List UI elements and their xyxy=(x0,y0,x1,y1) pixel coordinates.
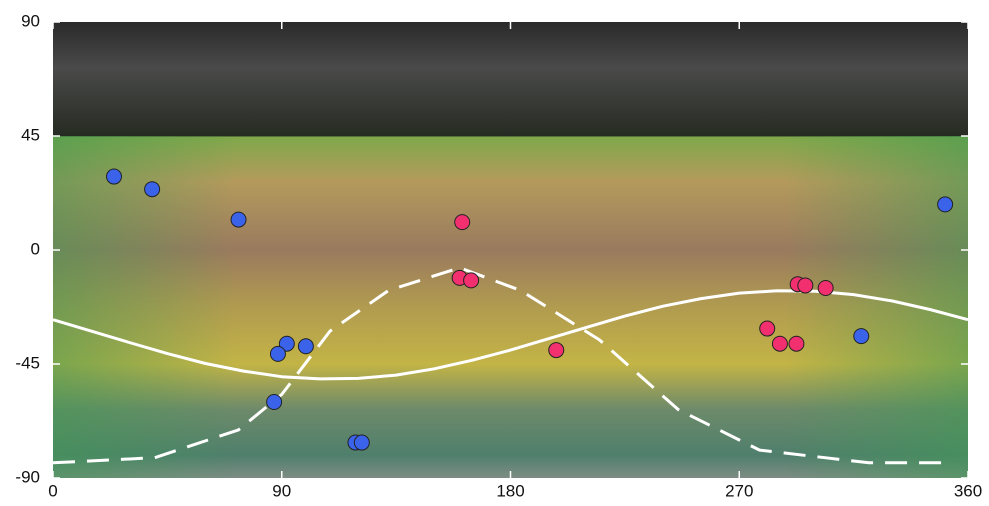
point xyxy=(231,212,246,227)
point xyxy=(854,329,869,344)
point xyxy=(760,321,775,336)
y-tick-label: -45 xyxy=(15,353,40,372)
map-shading xyxy=(53,136,968,478)
x-tick-label: 360 xyxy=(954,481,982,500)
point xyxy=(270,346,285,361)
point xyxy=(789,336,804,351)
x-tick-label: 90 xyxy=(272,481,291,500)
point xyxy=(938,197,953,212)
point xyxy=(354,435,369,450)
point xyxy=(464,273,479,288)
point xyxy=(267,395,282,410)
point xyxy=(298,339,313,354)
y-tick-label: 45 xyxy=(21,125,40,144)
point xyxy=(107,169,122,184)
chart: 0 90 180 270 360 90 45 0 -45 -90 xyxy=(0,0,989,501)
x-tick-label: 180 xyxy=(496,481,524,500)
point xyxy=(772,336,787,351)
x-tick-label: 270 xyxy=(725,481,753,500)
page: {"chart_data": { "type": "scatter", "xli… xyxy=(0,0,989,501)
y-tick-label: 90 xyxy=(21,11,40,30)
point xyxy=(455,215,470,230)
y-tick-label: -90 xyxy=(15,467,40,486)
y-tick-label: 0 xyxy=(31,239,40,258)
point xyxy=(798,278,813,293)
x-tick-label: 0 xyxy=(48,481,57,500)
point xyxy=(549,343,564,358)
point xyxy=(818,281,833,296)
point xyxy=(145,182,160,197)
